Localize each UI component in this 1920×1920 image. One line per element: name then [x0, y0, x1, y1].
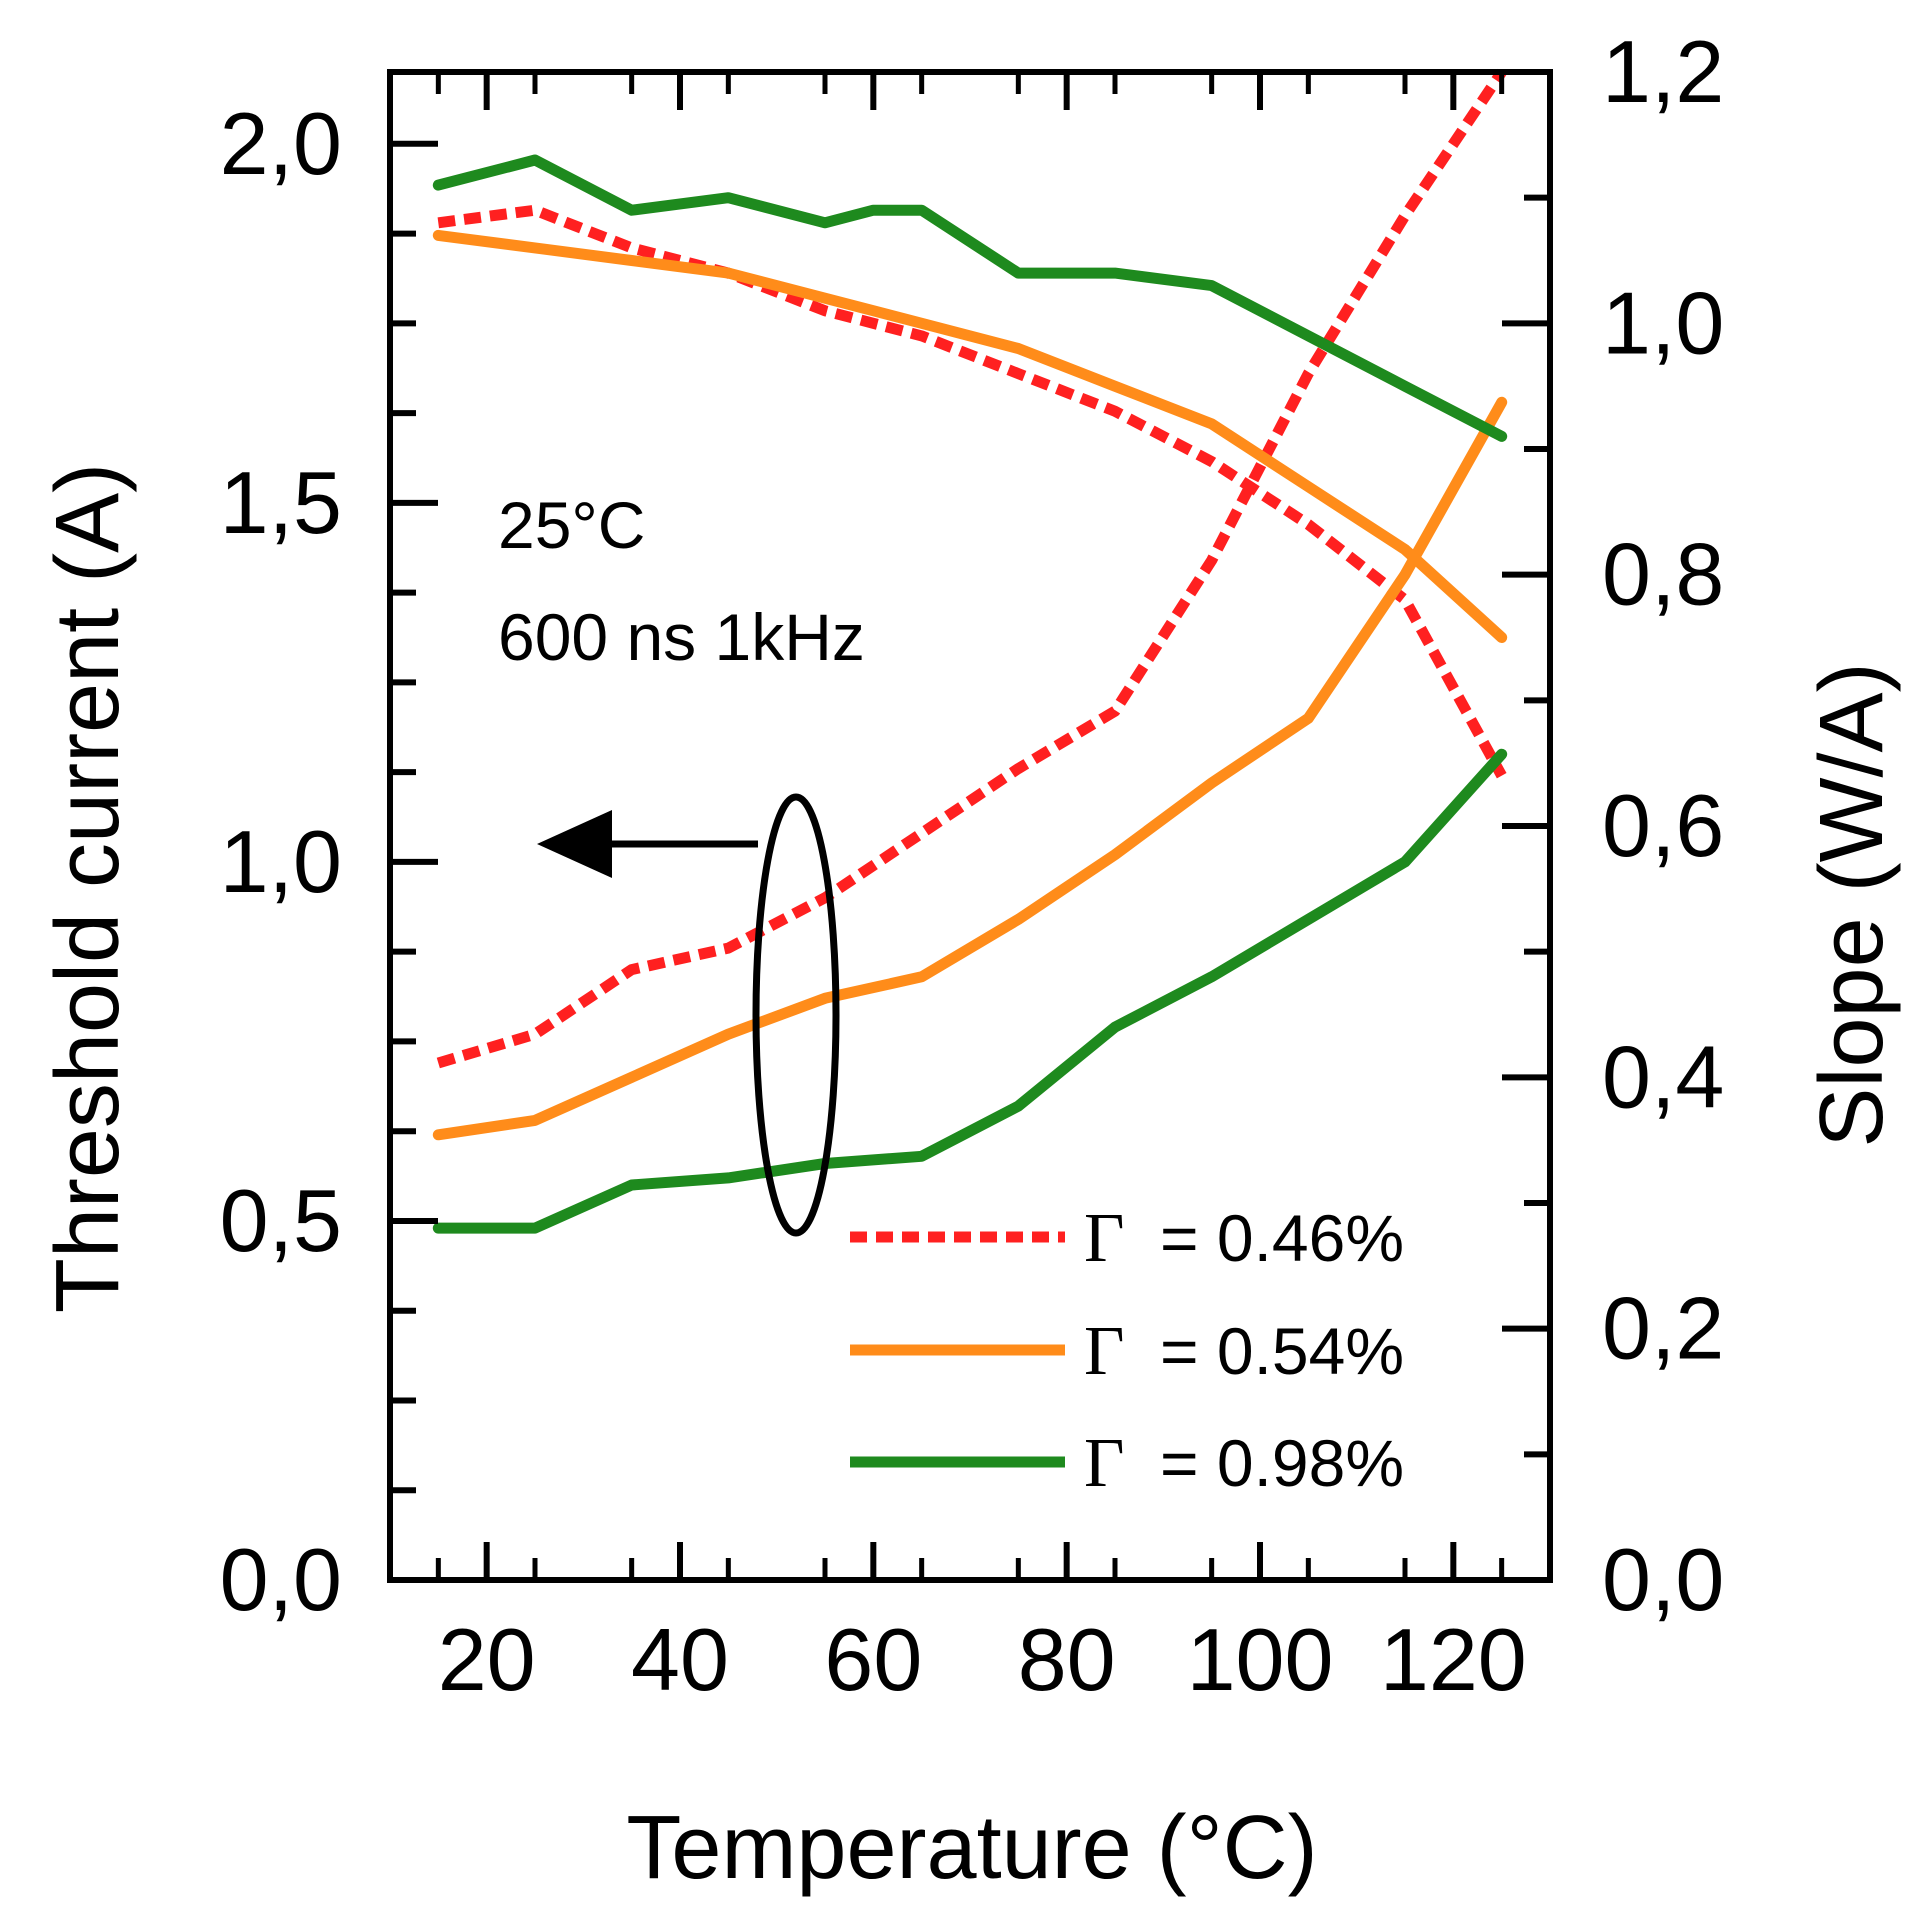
left-axis-arrow-icon [537, 810, 612, 878]
series-line-g046-threshold [436, 68, 1507, 1069]
x-axis-title: Temperature (°C) [626, 1798, 1317, 1898]
y-right-tick-label: 0,4 [1602, 1027, 1724, 1126]
x-tick-label: 20 [438, 1610, 536, 1709]
series-line-g046-slope [437, 204, 1507, 779]
legend: Γ = 0.46% Γ = 0.54% Γ = 0.98% [850, 1200, 1404, 1502]
y-right-tick-label: 0,8 [1602, 525, 1724, 624]
series-group-ellipse [752, 793, 840, 1237]
legend-gamma-g098: Γ [1084, 1425, 1124, 1502]
series-line-g054-threshold [432, 396, 1508, 1141]
y-left-tick-label: 0,0 [220, 1530, 342, 1629]
y-left-tick-label: 1,0 [220, 812, 342, 911]
y-right-tick-label: 0,6 [1602, 776, 1724, 875]
x-tick-label: 120 [1380, 1610, 1527, 1709]
y-left-tick-label: 2,0 [220, 94, 342, 193]
y-right-tick-label: 0,0 [1602, 1530, 1724, 1629]
legend-gamma-g046: Γ [1084, 1200, 1124, 1277]
legend-gamma-g054: Γ [1084, 1313, 1124, 1390]
y-axis-right-title: Slope (W/A) [1802, 662, 1902, 1147]
y-right-tick-label: 1,0 [1602, 273, 1724, 372]
y-axis-left-title: Threshold current (A) [38, 463, 138, 1313]
series-line-g098-slope [432, 154, 1508, 442]
x-tick-label: 40 [631, 1610, 729, 1709]
legend-label-g046: = 0.46% [1160, 1201, 1404, 1275]
x-tick-label: 100 [1187, 1610, 1334, 1709]
y-left-tick-label: 1,5 [220, 453, 342, 552]
annotation-pulse: 600 ns 1kHz [498, 600, 865, 674]
annotation-temperature: 25°C [498, 488, 645, 562]
axis-ticks [390, 69, 1550, 1583]
legend-label-g054: = 0.54% [1160, 1314, 1404, 1388]
series-line-g098-threshold [432, 748, 1508, 1234]
y-right-tick-label: 1,2 [1602, 22, 1724, 121]
legend-label-g098: = 0.98% [1160, 1426, 1404, 1500]
x-tick-label: 60 [824, 1610, 922, 1709]
plot-area [432, 68, 1508, 1234]
y-right-tick-label: 0,2 [1602, 1279, 1724, 1378]
tick-labels: 20 40 60 80 100 120 0,0 0,5 1,0 1,5 2,0 0,0 0,2 0,4 0,… [220, 22, 1725, 1709]
plot-frame [387, 69, 1553, 1583]
y-left-tick-label: 0,5 [220, 1171, 342, 1270]
series-line-g054-slope [432, 229, 1508, 643]
x-tick-label: 80 [1018, 1610, 1116, 1709]
